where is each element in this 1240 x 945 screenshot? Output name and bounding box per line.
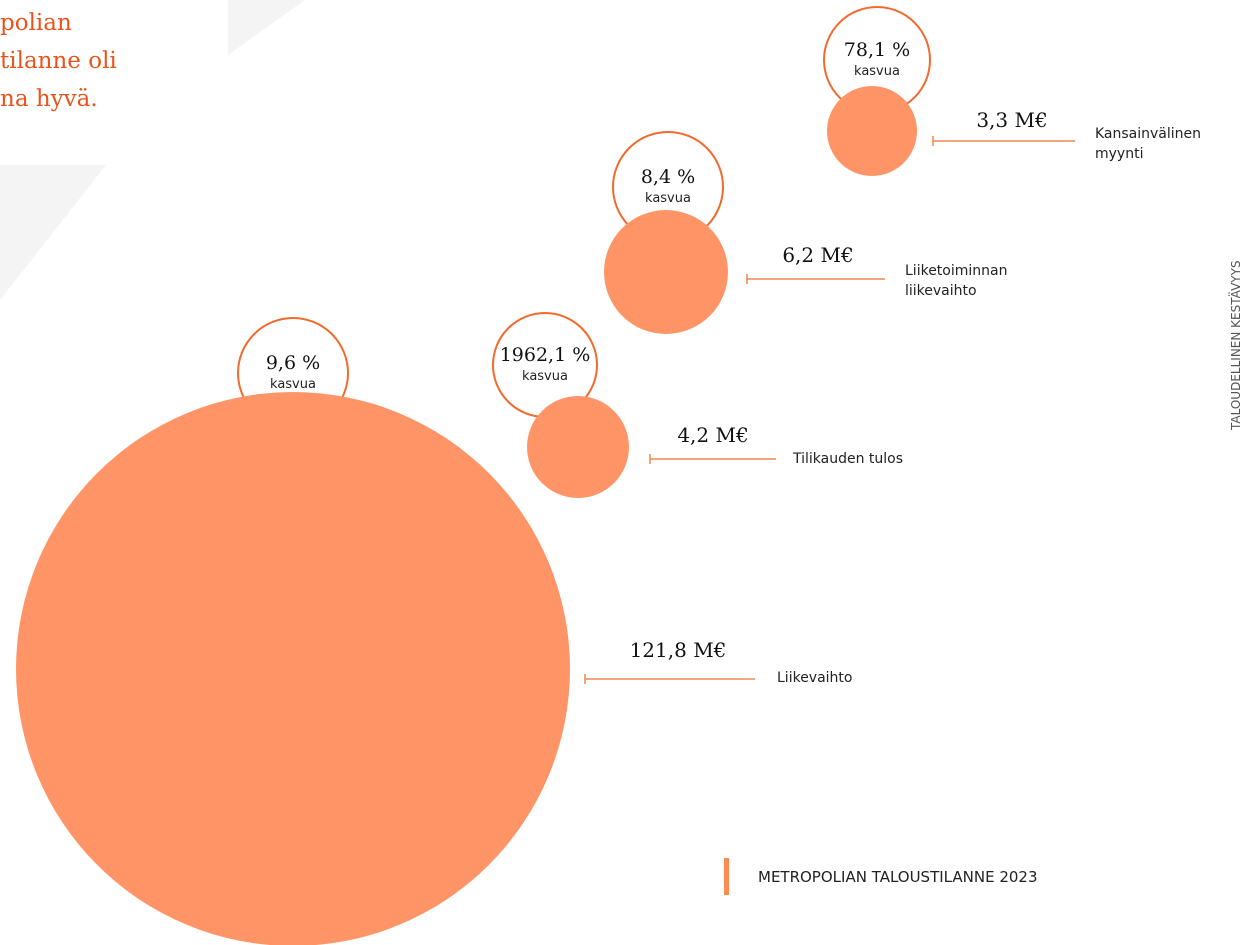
footer-bar [724,858,729,895]
growth: 78,1 % [844,39,910,61]
bg-shape [0,165,106,300]
value-circle [527,396,629,498]
growth: 9,6 % [266,352,320,374]
bg-shape [228,0,305,55]
growth-label: kasvua [645,191,691,206]
footer: METROPOLIAN TALOUSTILANNE 2023 [758,868,1038,886]
name-line: Tilikauden tulos [792,451,903,467]
heading-line: polian [0,10,72,36]
name-line: Liiketoiminnan [905,263,1007,279]
value: 4,2 M€ [677,423,748,447]
growth: 1962,1 % [500,344,591,366]
growth-label: kasvua [854,64,900,79]
growth-label: kasvua [522,369,568,384]
growth: 8,4 % [641,166,695,188]
heading-line: na hyvä. [0,86,98,112]
value-circle [604,210,728,334]
name-line: liikevaihto [905,283,977,299]
value: 121,8 M€ [630,638,727,662]
name-line: myynti [1095,146,1143,162]
name-line: Kansainvälinen [1095,126,1201,142]
value-circle [827,86,917,176]
name-line: Liikevaihto [777,670,852,686]
value-circle [16,392,570,945]
heading-line: tilanne oli [0,48,117,74]
growth-label: kasvua [270,377,316,392]
value: 3,3 M€ [976,108,1047,132]
side-label: TALOUDELLINEN KESTÄVYYS [1228,260,1240,431]
value: 6,2 M€ [782,243,853,267]
